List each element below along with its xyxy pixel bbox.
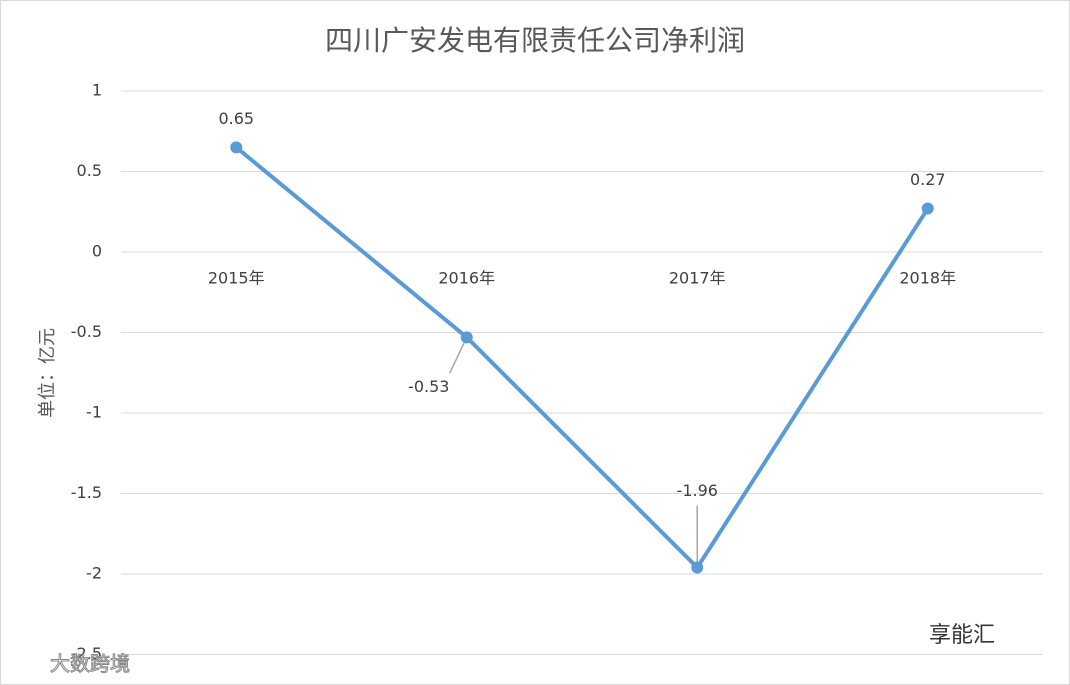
y-tick-label: -1.5 xyxy=(71,483,102,502)
data-label: -1.96 xyxy=(677,481,718,500)
y-tick-label: -1 xyxy=(86,403,102,422)
watermark: 大数跨境 xyxy=(50,652,130,676)
point xyxy=(921,202,934,215)
leader-line xyxy=(448,337,468,374)
y-tick-label: 0 xyxy=(92,242,102,261)
point xyxy=(230,141,243,154)
point xyxy=(460,331,473,344)
y-tick-label: -0.5 xyxy=(71,322,102,341)
point xyxy=(691,561,704,574)
y-tick-label: 0.5 xyxy=(77,161,102,180)
chart-title: 四川广安发电有限责任公司净利润 xyxy=(325,24,745,57)
x-tick-label: 2015年 xyxy=(208,269,265,288)
x-tick-label: 2018年 xyxy=(899,269,956,288)
data-label: -0.53 xyxy=(408,377,449,396)
watermark: 享能汇 xyxy=(929,623,995,648)
y-tick-label: 1 xyxy=(92,81,102,100)
line xyxy=(234,145,930,570)
y-axis-title: 单位：亿元 xyxy=(37,328,58,418)
x-tick-label: 2017年 xyxy=(669,269,726,288)
x-tick-label: 2016年 xyxy=(438,269,495,288)
data-label: 0.65 xyxy=(218,109,254,128)
y-tick-label: -2.5 xyxy=(71,644,102,663)
data-label: 0.27 xyxy=(910,170,946,189)
y-tick-label: -2 xyxy=(86,564,102,583)
